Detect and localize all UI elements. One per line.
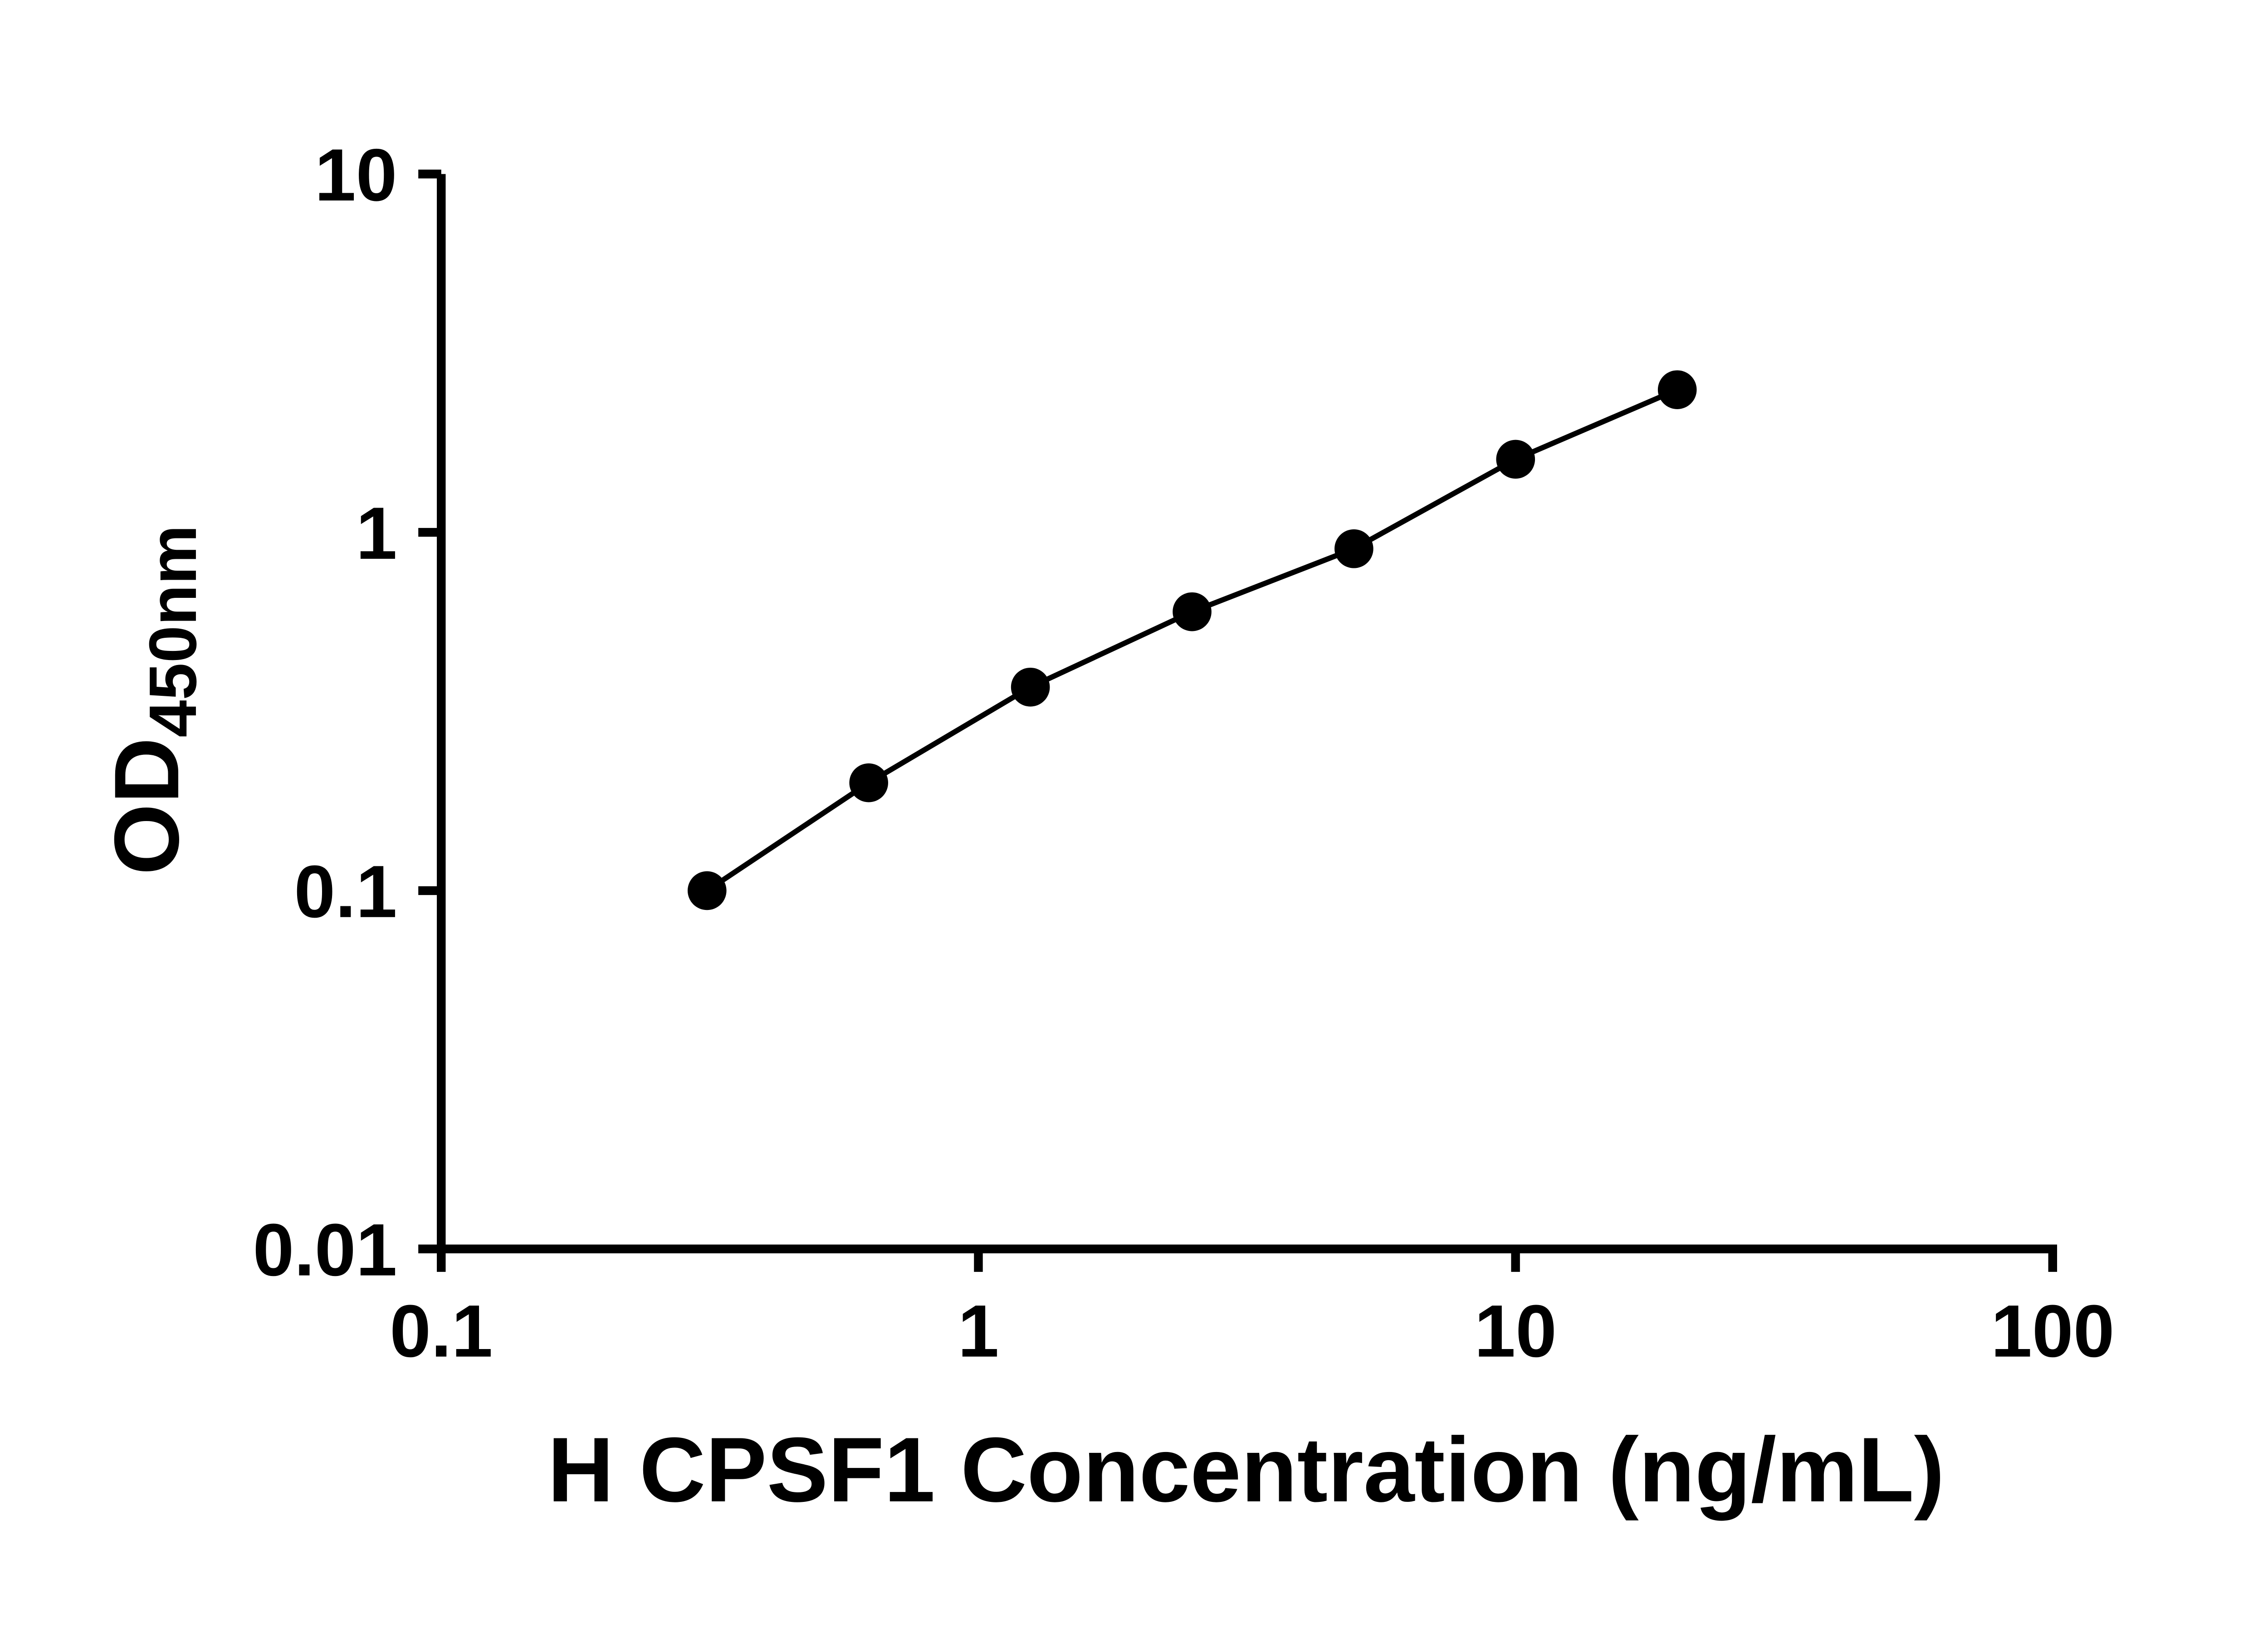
data-point-marker	[687, 871, 727, 910]
x-tick-label: 0.1	[390, 1290, 493, 1373]
data-point-marker	[1657, 370, 1697, 409]
data-point-marker	[1334, 529, 1374, 568]
series-layer	[687, 370, 1697, 910]
y-axis-title: OD450nm	[95, 525, 210, 875]
y-tick-label: 0.1	[294, 850, 397, 933]
x-tick-label: 10	[1474, 1290, 1557, 1373]
data-point-marker	[1011, 667, 1050, 707]
y-axis-title-main: OD	[95, 738, 198, 875]
x-tick-label: 1	[958, 1290, 999, 1373]
y-axis-title-sub: 450nm	[136, 525, 210, 737]
y-tick-label: 0.01	[253, 1208, 397, 1291]
x-axis-title: H CPSF1 Concentration (ng/mL)	[547, 1418, 1945, 1521]
axes-layer	[437, 174, 2058, 1254]
y-tick-label: 10	[315, 133, 397, 216]
data-point-marker	[1496, 440, 1535, 479]
data-point-marker	[849, 763, 888, 802]
x-tick-label: 100	[1991, 1290, 2115, 1373]
y-tick-label: 1	[356, 492, 397, 575]
data-point-marker	[1173, 592, 1212, 631]
